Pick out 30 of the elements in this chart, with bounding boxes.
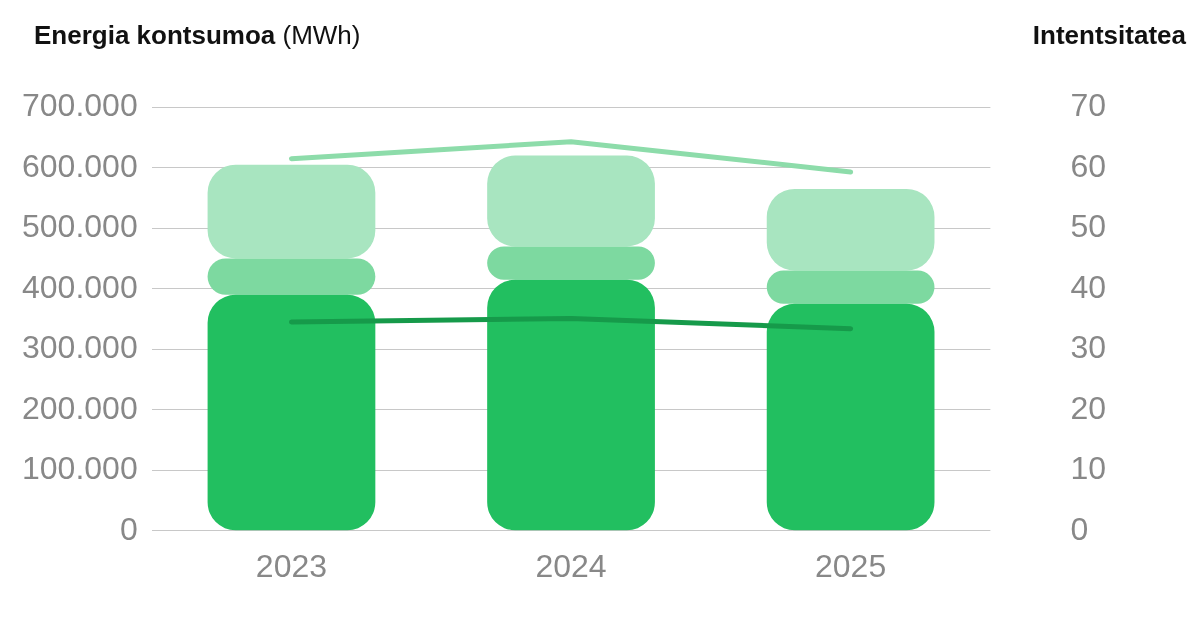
bar xyxy=(207,258,376,295)
y2-tick-label: 10 xyxy=(1070,450,1106,487)
y-tick-label: 700.000 xyxy=(22,87,138,124)
bar xyxy=(207,294,376,531)
y-axis-title: Energia kontsumoa (MWh) xyxy=(34,20,361,50)
y-tick-label: 400.000 xyxy=(22,268,138,305)
y2-tick-label: 0 xyxy=(1070,510,1089,547)
y2-tick-label: 20 xyxy=(1070,389,1106,426)
y2-tick-label: 30 xyxy=(1070,329,1106,366)
bar xyxy=(766,188,935,271)
y2-tick-label: 40 xyxy=(1070,268,1106,305)
bar xyxy=(766,303,935,531)
y-tick-label: 100.000 xyxy=(22,450,138,487)
x-tick-label: 2025 xyxy=(815,547,887,584)
x-tick-label: 2023 xyxy=(255,547,328,584)
y2-axis-title: Intentsitatea xyxy=(1032,20,1186,50)
y-tick-label: 500.000 xyxy=(22,208,138,245)
bar xyxy=(487,155,655,247)
y2-tick-label: 50 xyxy=(1070,208,1106,245)
bar xyxy=(766,270,935,304)
y-tick-label: 300.000 xyxy=(22,329,138,366)
y2-tick-label: 70 xyxy=(1070,87,1106,124)
bar xyxy=(487,279,655,531)
x-tick-label: 2024 xyxy=(535,547,607,584)
y-tick-label: 200.000 xyxy=(22,389,138,426)
y-tick-label: 600.000 xyxy=(22,147,138,184)
bar xyxy=(487,246,655,280)
y-tick-label: 0 xyxy=(119,510,138,547)
y2-tick-label: 60 xyxy=(1070,147,1106,184)
bar xyxy=(207,164,376,259)
